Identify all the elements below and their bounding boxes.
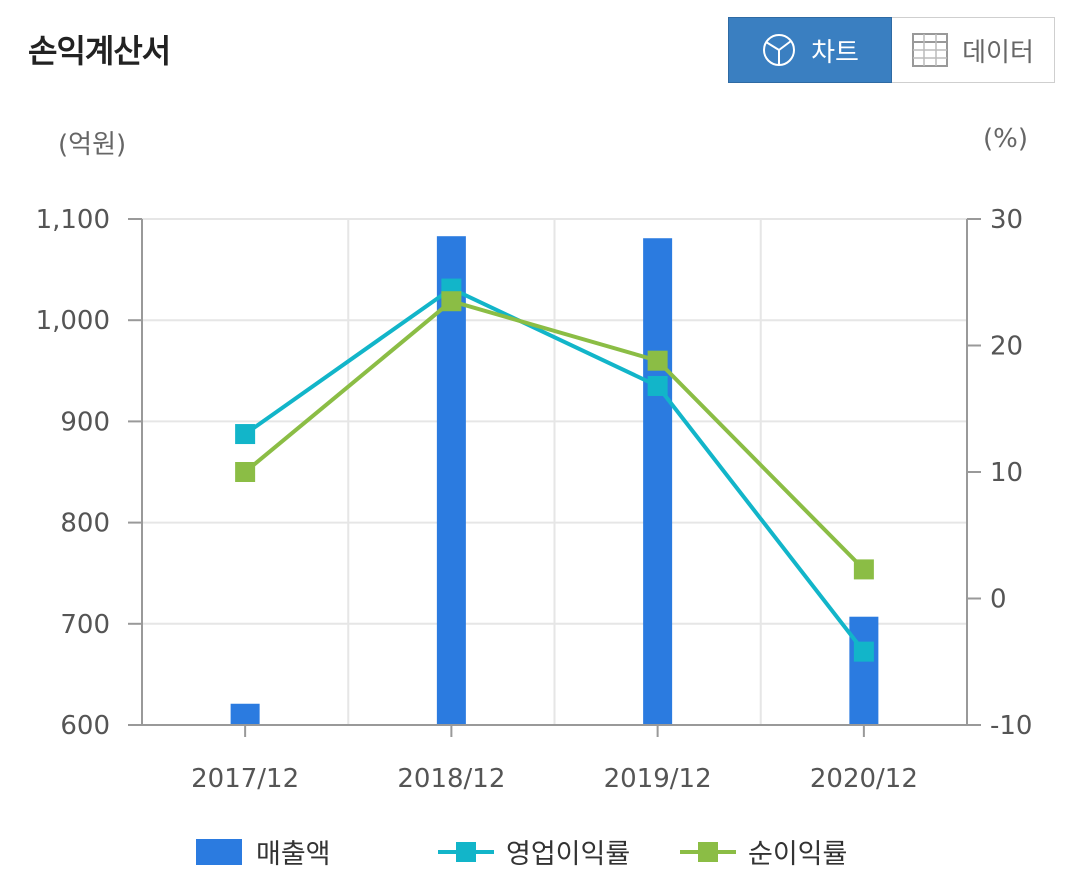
net-margin-point (853, 559, 874, 580)
operating-margin-point (853, 641, 874, 662)
right-tick-label: -10 (990, 711, 1032, 741)
legend-label: 영업이익률 (506, 839, 631, 870)
grid (142, 218, 967, 726)
legend-item-net-margin[interactable]: 순이익률 (680, 832, 847, 871)
legend-label: 순이익률 (748, 839, 848, 870)
right-tick-label: 30 (990, 205, 1023, 235)
left-tick-label: 1,000 (36, 306, 110, 336)
net-margin-point (235, 462, 256, 482)
revenue-bar (436, 236, 466, 726)
axes (128, 218, 981, 737)
legend-label: 매출액 (256, 839, 331, 870)
data-view-button[interactable]: 데이터 (892, 17, 1055, 83)
x-tick-label: 2019/12 (604, 764, 712, 794)
view-toggle: 차트 데이터 (728, 17, 1055, 83)
revenue-bar (643, 238, 673, 725)
legend-item-revenue[interactable]: 매출액 (196, 832, 331, 871)
operating-margin-point (647, 375, 668, 396)
page-title: 손익계산서 (28, 32, 171, 70)
net-margin-point (441, 291, 462, 312)
margin-lines (235, 278, 874, 662)
x-tick-label: 2020/12 (810, 764, 918, 794)
operating-margin-line (243, 286, 866, 653)
revenue-bar (849, 616, 879, 725)
legend-line-swatch (438, 839, 494, 865)
net-margin-line (243, 299, 866, 571)
left-tick-label: 800 (60, 509, 110, 539)
pie-chart-icon (761, 32, 797, 68)
legend-bar-swatch (196, 838, 242, 865)
legend: 매출액 영업이익률 순이익률 (0, 832, 1080, 876)
legend-item-operating-margin[interactable]: 영업이익률 (438, 832, 630, 871)
revenue-bar (230, 703, 260, 725)
chart-view-button-label: 차트 (811, 37, 859, 68)
x-tick-label: 2017/12 (191, 764, 299, 794)
legend-line-swatch (680, 839, 736, 865)
right-tick-label: 10 (990, 458, 1023, 488)
tick-labels: 600 700 800 900 1,000 1,100 -10 0 10 20 30 2017/12 2… (36, 205, 1033, 794)
left-axis-unit: (억원) (58, 130, 127, 160)
left-tick-label: 900 (60, 407, 110, 437)
chart-view-button[interactable]: 차트 (728, 17, 892, 83)
right-tick-label: 20 (990, 332, 1023, 362)
net-margin-point (647, 350, 668, 371)
operating-margin-point (235, 424, 256, 445)
right-axis-unit: (%) (983, 124, 1028, 154)
left-tick-label: 700 (60, 610, 110, 640)
table-icon (912, 33, 949, 67)
left-tick-label: 1,100 (36, 205, 110, 235)
income-statement-chart: 600 700 800 900 1,000 1,100 -10 0 10 20 30 2017/12 2… (36, 205, 1033, 794)
right-tick-label: 0 (990, 585, 1007, 615)
left-tick-label: 600 (60, 711, 110, 741)
data-view-button-label: 데이터 (962, 37, 1034, 68)
revenue-bars (230, 236, 879, 726)
x-tick-label: 2018/12 (397, 764, 505, 794)
